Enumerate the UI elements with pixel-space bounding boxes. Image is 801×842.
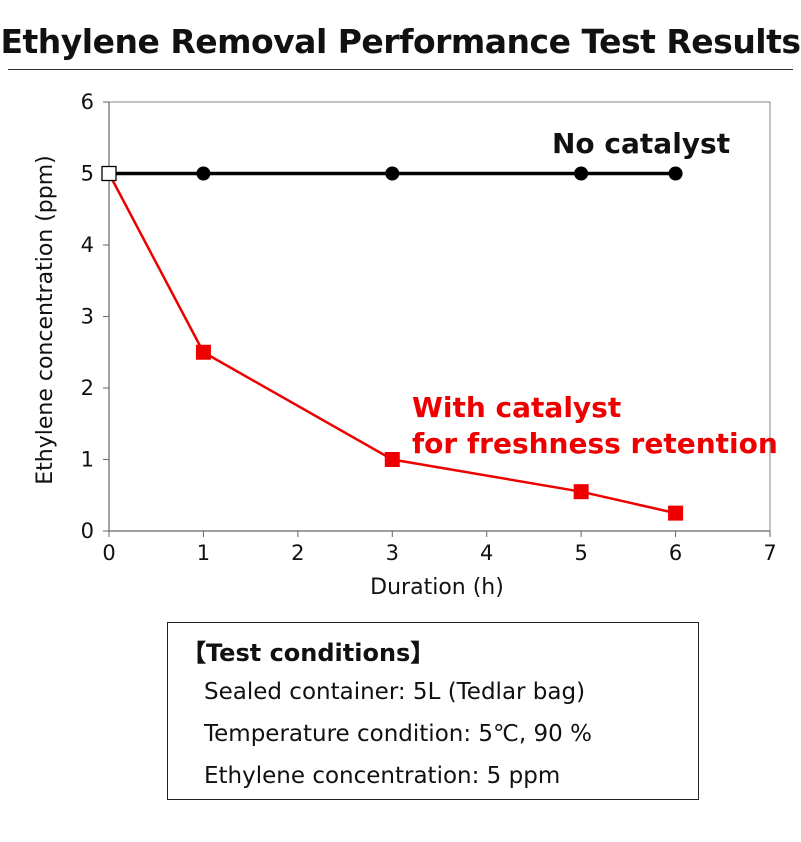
x-tick-label: 7 (763, 541, 776, 565)
data-point-no-catalyst (196, 166, 211, 181)
y-tick-label: 4 (81, 233, 94, 257)
x-tick-label: 2 (291, 541, 304, 565)
chart-title: Ethylene Removal Performance Test Result… (0, 22, 801, 61)
y-tick-label: 3 (81, 305, 94, 329)
data-point-with-catalyst (668, 505, 684, 521)
data-point-no-catalyst (385, 166, 400, 181)
legend-label-with-catalyst: for freshness retention (412, 427, 778, 460)
x-tick-label: 6 (669, 541, 682, 565)
data-point-with-catalyst (573, 484, 589, 500)
data-point-with-catalyst (384, 452, 400, 467)
data-point-with-catalyst (195, 344, 211, 360)
series-layer (101, 165, 684, 521)
y-tick-label: 5 (81, 162, 94, 186)
y-tick-label: 1 (81, 448, 94, 472)
data-point-start (101, 165, 117, 182)
x-tick-label: 3 (386, 541, 399, 565)
test-conditions-heading: 【Test conditions】 (182, 639, 435, 667)
axes (103, 101, 771, 537)
data-point-no-catalyst (668, 166, 683, 181)
chart: 0 1 2 3 4 5 6 7 0 1 2 3 4 5 6 No catalyst With catalyst… (33, 90, 778, 600)
y-tick-label: 6 (81, 90, 94, 114)
y-axis-label: Ethylene concentration (ppm) (33, 155, 58, 485)
title-divider (8, 69, 793, 70)
y-tick-label: 2 (81, 376, 94, 400)
condition-container: Sealed container: 5L (Tedlar bag) (204, 679, 586, 705)
x-axis-label: Duration (h) (370, 575, 504, 600)
x-tick-label: 5 (574, 541, 587, 565)
x-tick-label: 4 (480, 541, 493, 565)
tick-labels: 0 1 2 3 4 5 6 7 0 1 2 3 4 5 6 (81, 90, 777, 565)
x-tick-label: 1 (197, 541, 210, 565)
test-conditions-box: 【Test conditions】 Sealed container: 5L (… (167, 622, 699, 800)
legend-label-no-catalyst: No catalyst (552, 127, 730, 160)
data-point-no-catalyst (574, 166, 589, 181)
condition-temperature: Temperature condition: 5℃, 90 % (204, 721, 592, 747)
y-tick-label: 0 (81, 519, 94, 543)
condition-concentration: Ethylene concentration: 5 ppm (204, 763, 561, 789)
x-tick-label: 0 (102, 541, 115, 565)
legend-label-with-catalyst: With catalyst (412, 391, 621, 424)
